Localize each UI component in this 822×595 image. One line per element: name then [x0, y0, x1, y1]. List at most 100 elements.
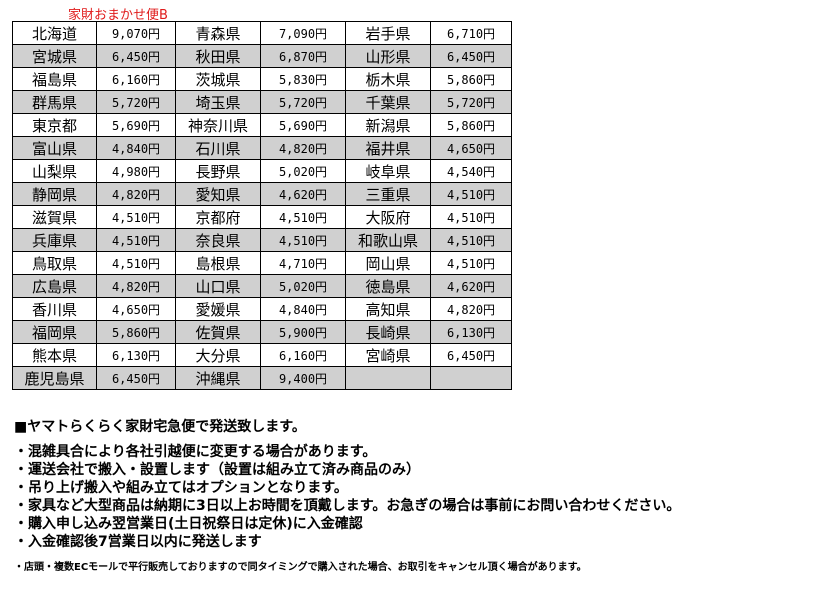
table-row: 群馬県 5,720円 埼玉県 5,720円 千葉県 5,720円 — [12, 90, 512, 114]
prefecture-cell: 山口県 — [175, 274, 261, 298]
price-cell: 5,720円 — [260, 90, 346, 114]
prefecture-cell: 鳥取県 — [12, 251, 97, 275]
price-cell: 4,510円 — [96, 205, 176, 229]
price-cell: 6,130円 — [430, 320, 512, 344]
note-bullet: ・混雑具合により各社引越便に変更する場合があります。 — [14, 444, 377, 460]
table-row: 富山県 4,840円 石川県 4,820円 福井県 4,650円 — [12, 136, 512, 160]
table-row: 香川県 4,650円 愛媛県 4,840円 高知県 4,820円 — [12, 297, 512, 321]
prefecture-cell: 埼玉県 — [175, 90, 261, 114]
price-cell: 5,860円 — [96, 320, 176, 344]
price-cell: 6,450円 — [96, 366, 176, 390]
table-row: 山梨県 4,980円 長野県 5,020円 岐阜県 4,540円 — [12, 159, 512, 183]
price-cell: 5,690円 — [96, 113, 176, 137]
price-cell: 4,510円 — [260, 228, 346, 252]
prefecture-cell: 栃木県 — [345, 67, 431, 91]
prefecture-cell: 山梨県 — [12, 159, 97, 183]
price-cell: 4,510円 — [96, 228, 176, 252]
prefecture-cell: 島根県 — [175, 251, 261, 275]
prefecture-cell: 岩手県 — [345, 21, 431, 45]
price-cell: 4,510円 — [430, 251, 512, 275]
table-row: 福島県 6,160円 茨城県 5,830円 栃木県 5,860円 — [12, 67, 512, 91]
prefecture-cell: 山形県 — [345, 44, 431, 68]
prefecture-cell: 徳島県 — [345, 274, 431, 298]
price-cell: 5,020円 — [260, 159, 346, 183]
table-row: 広島県 4,820円 山口県 5,020円 徳島県 4,620円 — [12, 274, 512, 298]
price-cell: 4,820円 — [96, 274, 176, 298]
table-row: 兵庫県 4,510円 奈良県 4,510円 和歌山県 4,510円 — [12, 228, 512, 252]
price-cell: 5,020円 — [260, 274, 346, 298]
prefecture-cell: 新潟県 — [345, 113, 431, 137]
price-cell: 4,820円 — [430, 297, 512, 321]
prefecture-cell: 鹿児島県 — [12, 366, 97, 390]
price-cell: 4,510円 — [430, 182, 512, 206]
price-cell: 4,820円 — [260, 136, 346, 160]
prefecture-cell: 愛媛県 — [175, 297, 261, 321]
prefecture-cell: 石川県 — [175, 136, 261, 160]
price-cell: 5,900円 — [260, 320, 346, 344]
prefecture-cell: 熊本県 — [12, 343, 97, 367]
prefecture-cell: 高知県 — [345, 297, 431, 321]
price-cell: 4,840円 — [260, 297, 346, 321]
prefecture-cell: 岐阜県 — [345, 159, 431, 183]
prefecture-cell: 長野県 — [175, 159, 261, 183]
price-cell — [430, 366, 512, 390]
price-cell: 4,840円 — [96, 136, 176, 160]
price-cell: 6,450円 — [430, 44, 512, 68]
price-cell: 5,720円 — [430, 90, 512, 114]
prefecture-cell: 奈良県 — [175, 228, 261, 252]
prefecture-cell: 青森県 — [175, 21, 261, 45]
prefecture-cell: 北海道 — [12, 21, 97, 45]
price-cell: 5,690円 — [260, 113, 346, 137]
prefecture-cell: 香川県 — [12, 297, 97, 321]
notes-small-print: ・店頭・複数ECモールで平行販売しておりますので同タイミングで購入された場合、お… — [14, 562, 587, 573]
price-cell: 4,650円 — [96, 297, 176, 321]
table-row: 鳥取県 4,510円 島根県 4,710円 岡山県 4,510円 — [12, 251, 512, 275]
table-title: 家財おまかせ便B — [68, 8, 168, 23]
price-cell: 4,540円 — [430, 159, 512, 183]
table-row: 熊本県 6,130円 大分県 6,160円 宮崎県 6,450円 — [12, 343, 512, 367]
table-row: 静岡県 4,820円 愛知県 4,620円 三重県 4,510円 — [12, 182, 512, 206]
price-cell: 4,650円 — [430, 136, 512, 160]
price-cell: 4,820円 — [96, 182, 176, 206]
prefecture-cell: 静岡県 — [12, 182, 97, 206]
prefecture-cell: 神奈川県 — [175, 113, 261, 137]
price-cell: 9,400円 — [260, 366, 346, 390]
price-cell: 4,510円 — [96, 251, 176, 275]
price-cell: 4,510円 — [430, 205, 512, 229]
prefecture-cell: 岡山県 — [345, 251, 431, 275]
prefecture-cell: 沖縄県 — [175, 366, 261, 390]
price-cell: 6,450円 — [96, 44, 176, 68]
price-cell: 5,720円 — [96, 90, 176, 114]
prefecture-cell: 滋賀県 — [12, 205, 97, 229]
price-cell: 7,090円 — [260, 21, 346, 45]
shipping-rate-table: 北海道 9,070円 青森県 7,090円 岩手県 6,710円 宮城県 6,450円 秋田県 6… — [12, 21, 512, 390]
price-cell: 9,070円 — [96, 21, 176, 45]
prefecture-cell: 富山県 — [12, 136, 97, 160]
price-cell: 4,980円 — [96, 159, 176, 183]
price-cell: 6,160円 — [96, 67, 176, 91]
price-cell: 6,710円 — [430, 21, 512, 45]
shipping-notes: ■ヤマトらくらく家財宅急便で発送致します。 ・混雑具合により各社引越便に変更する… — [14, 416, 680, 573]
price-cell: 6,130円 — [96, 343, 176, 367]
price-cell: 6,870円 — [260, 44, 346, 68]
prefecture-cell: 三重県 — [345, 182, 431, 206]
price-cell: 4,510円 — [430, 228, 512, 252]
prefecture-cell: 千葉県 — [345, 90, 431, 114]
prefecture-cell: 群馬県 — [12, 90, 97, 114]
prefecture-cell: 秋田県 — [175, 44, 261, 68]
price-cell: 5,860円 — [430, 67, 512, 91]
table-row: 鹿児島県 6,450円 沖縄県 9,400円 — [12, 366, 512, 390]
prefecture-cell: 東京都 — [12, 113, 97, 137]
table-row: 東京都 5,690円 神奈川県 5,690円 新潟県 5,860円 — [12, 113, 512, 137]
prefecture-cell: 和歌山県 — [345, 228, 431, 252]
prefecture-cell: 広島県 — [12, 274, 97, 298]
note-bullet: ・購入申し込み翌営業日(土日祝祭日は定休)に入金確認 — [14, 516, 363, 532]
note-bullet: ・家具など大型商品は納期に3日以上お時間を頂戴します。お急ぎの場合は事前にお問い… — [14, 498, 681, 514]
price-cell: 4,510円 — [260, 205, 346, 229]
prefecture-cell: 福井県 — [345, 136, 431, 160]
price-cell: 6,160円 — [260, 343, 346, 367]
prefecture-cell: 佐賀県 — [175, 320, 261, 344]
prefecture-cell: 兵庫県 — [12, 228, 97, 252]
notes-heading: ■ヤマトらくらく家財宅急便で発送致します。 — [14, 419, 306, 435]
table-row: 北海道 9,070円 青森県 7,090円 岩手県 6,710円 — [12, 21, 512, 45]
